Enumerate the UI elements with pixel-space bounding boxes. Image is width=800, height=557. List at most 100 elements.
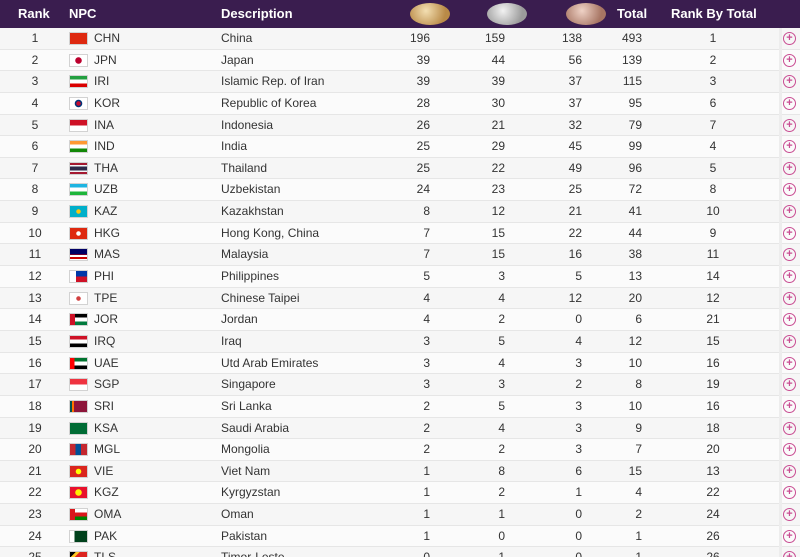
expand-row-icon[interactable]: + [783, 421, 796, 435]
npc-code-cell: SGP [94, 377, 120, 392]
table-row[interactable]: 17 SGP Singapore 3 3 2 8 19 + [0, 374, 800, 396]
expand-row-icon[interactable]: + [783, 161, 796, 175]
description-cell: Oman [221, 507, 254, 522]
gold-medal-icon[interactable] [410, 3, 450, 25]
bronze-cell: 56 [568, 52, 582, 67]
table-row[interactable]: 9 KAZ Kazakhstan 8 12 21 41 10 + [0, 201, 800, 223]
expand-row-icon[interactable]: + [783, 356, 796, 370]
expand-row-icon[interactable]: + [783, 529, 796, 543]
expand-row-icon[interactable]: + [783, 248, 796, 262]
description-header[interactable]: Description [221, 6, 293, 21]
npc-code-cell: IRQ [94, 333, 116, 348]
description-cell: Uzbekistan [221, 182, 281, 197]
expand-row-icon[interactable]: + [783, 53, 796, 67]
gold-cell: 25 [416, 139, 430, 154]
table-row[interactable]: 5 INA Indonesia 26 21 32 79 7 + [0, 114, 800, 137]
expand-row-icon[interactable]: + [783, 96, 796, 110]
country-flag-icon [69, 205, 88, 219]
table-row[interactable]: 3 IRI Islamic Rep. of Iran 39 39 37 115 … [0, 71, 800, 93]
table-row[interactable]: 7 THA Thailand 25 22 49 96 5 + [0, 157, 800, 180]
rank-cell: 24 [28, 528, 42, 543]
bronze-cell: 25 [568, 182, 582, 197]
expand-row-icon[interactable]: + [783, 270, 796, 284]
bronze-cell: 6 [575, 463, 582, 478]
table-row[interactable]: 14 JOR Jordan 4 2 0 6 21 + [0, 309, 800, 331]
rank-by-total-cell: 15 [706, 333, 720, 348]
table-row[interactable]: 20 MGL Mongolia 2 2 3 7 20 + [0, 439, 800, 461]
table-row[interactable]: 19 KSA Saudi Arabia 2 4 3 9 18 + [0, 417, 800, 440]
expand-row-icon[interactable]: + [783, 118, 796, 132]
table-row[interactable]: 4 KOR Republic of Korea 28 30 37 95 6 + [0, 92, 800, 115]
npc-code-cell: CHN [94, 31, 120, 45]
gold-cell: 3 [423, 355, 430, 370]
expand-row-icon[interactable]: + [783, 183, 796, 197]
table-row[interactable]: 6 IND India 25 29 45 99 4 + [0, 136, 800, 158]
table-row[interactable]: 25 TLS Timor-Leste 0 1 0 1 26 + [0, 547, 800, 557]
table-row[interactable]: 12 PHI Philippines 5 3 5 13 14 + [0, 266, 800, 288]
table-row[interactable]: 24 PAK Pakistan 1 0 0 1 26 + [0, 525, 800, 548]
rank-cell: 23 [28, 507, 42, 522]
table-row[interactable]: 23 OMA Oman 1 1 0 2 24 + [0, 504, 800, 526]
rank-cell: 6 [31, 139, 39, 154]
npc-code-cell: KSA [94, 420, 119, 435]
total-header[interactable]: Total [617, 6, 648, 21]
silver-cell: 15 [491, 247, 505, 262]
table-row[interactable]: 16 UAE Utd Arab Emirates 3 4 3 10 16 + [0, 352, 800, 375]
table-row[interactable]: 22 KGZ Kyrgyzstan 1 2 1 4 22 + [0, 482, 800, 505]
silver-cell: 15 [491, 225, 505, 240]
table-row[interactable]: 2 JPN Japan 39 44 56 139 2 + [0, 49, 800, 72]
expand-row-icon[interactable]: + [783, 551, 796, 557]
table-row[interactable]: 21 VIE Viet Nam 1 8 6 15 13 + [0, 460, 800, 483]
expand-row-icon[interactable]: + [783, 443, 796, 457]
bronze-cell: 0 [542, 547, 582, 557]
rank-cell: 17 [28, 377, 42, 392]
table-row[interactable]: 11 MAS Malaysia 7 15 16 38 11 + [0, 244, 800, 267]
silver-cell: 44 [491, 52, 505, 67]
expand-row-icon[interactable]: + [783, 32, 796, 45]
country-flag-icon [69, 32, 88, 45]
total-cell: 96 [628, 160, 642, 175]
country-flag-icon [69, 53, 88, 67]
npc-code-cell: KAZ [94, 204, 118, 219]
bronze-cell: 138 [561, 31, 582, 45]
expand-row-icon[interactable]: + [783, 399, 796, 413]
silver-cell: 22 [491, 160, 505, 175]
rank-by-total-cell: 20 [706, 442, 720, 457]
total-cell: 115 [622, 74, 642, 89]
rank-by-total-header[interactable]: Rank By Total [671, 6, 757, 21]
table-row[interactable]: 13 TPE Chinese Taipei 4 4 12 20 12 + [0, 287, 800, 310]
table-row[interactable]: 1 CHN China 196 159 138 493 1 + [0, 28, 800, 50]
npc-code-cell: UAE [94, 355, 119, 370]
rank-header[interactable]: Rank [18, 6, 50, 21]
bronze-cell: 37 [568, 95, 582, 110]
table-row[interactable]: 18 SRI Sri Lanka 2 5 3 10 16 + [0, 395, 800, 418]
table-row[interactable]: 8 UZB Uzbekistan 24 23 25 72 8 + [0, 179, 800, 202]
table-row[interactable]: 15 IRQ Iraq 3 5 4 12 15 + [0, 330, 800, 353]
expand-row-icon[interactable]: + [783, 334, 796, 348]
total-cell: 15 [628, 463, 642, 478]
rank-by-total-cell: 18 [706, 420, 720, 435]
expand-row-icon[interactable]: + [783, 291, 796, 305]
silver-cell: 2 [498, 485, 505, 500]
silver-cell: 1 [465, 547, 505, 557]
expand-row-icon[interactable]: + [783, 313, 796, 327]
expand-row-icon[interactable]: + [783, 75, 796, 89]
expand-row-icon[interactable]: + [783, 378, 796, 392]
expand-row-icon[interactable]: + [783, 140, 796, 154]
expand-row-icon[interactable]: + [783, 486, 796, 500]
description-cell: Indonesia [221, 117, 274, 132]
table-row[interactable]: 10 HKG Hong Kong, China 7 15 22 44 9 + [0, 222, 800, 245]
rank-by-total-cell: 14 [706, 269, 720, 284]
country-flag-icon [69, 529, 88, 543]
expand-row-icon[interactable]: + [783, 508, 796, 522]
npc-header[interactable]: NPC [69, 6, 97, 21]
silver-medal-icon[interactable] [487, 3, 527, 25]
expand-row-icon[interactable]: + [783, 464, 796, 478]
expand-row-icon[interactable]: + [783, 205, 796, 219]
gold-cell: 1 [423, 485, 430, 500]
bronze-cell: 1 [575, 485, 582, 500]
rank-cell: 16 [28, 355, 42, 370]
expand-row-icon[interactable]: + [783, 226, 796, 240]
bronze-medal-icon[interactable] [566, 3, 606, 25]
